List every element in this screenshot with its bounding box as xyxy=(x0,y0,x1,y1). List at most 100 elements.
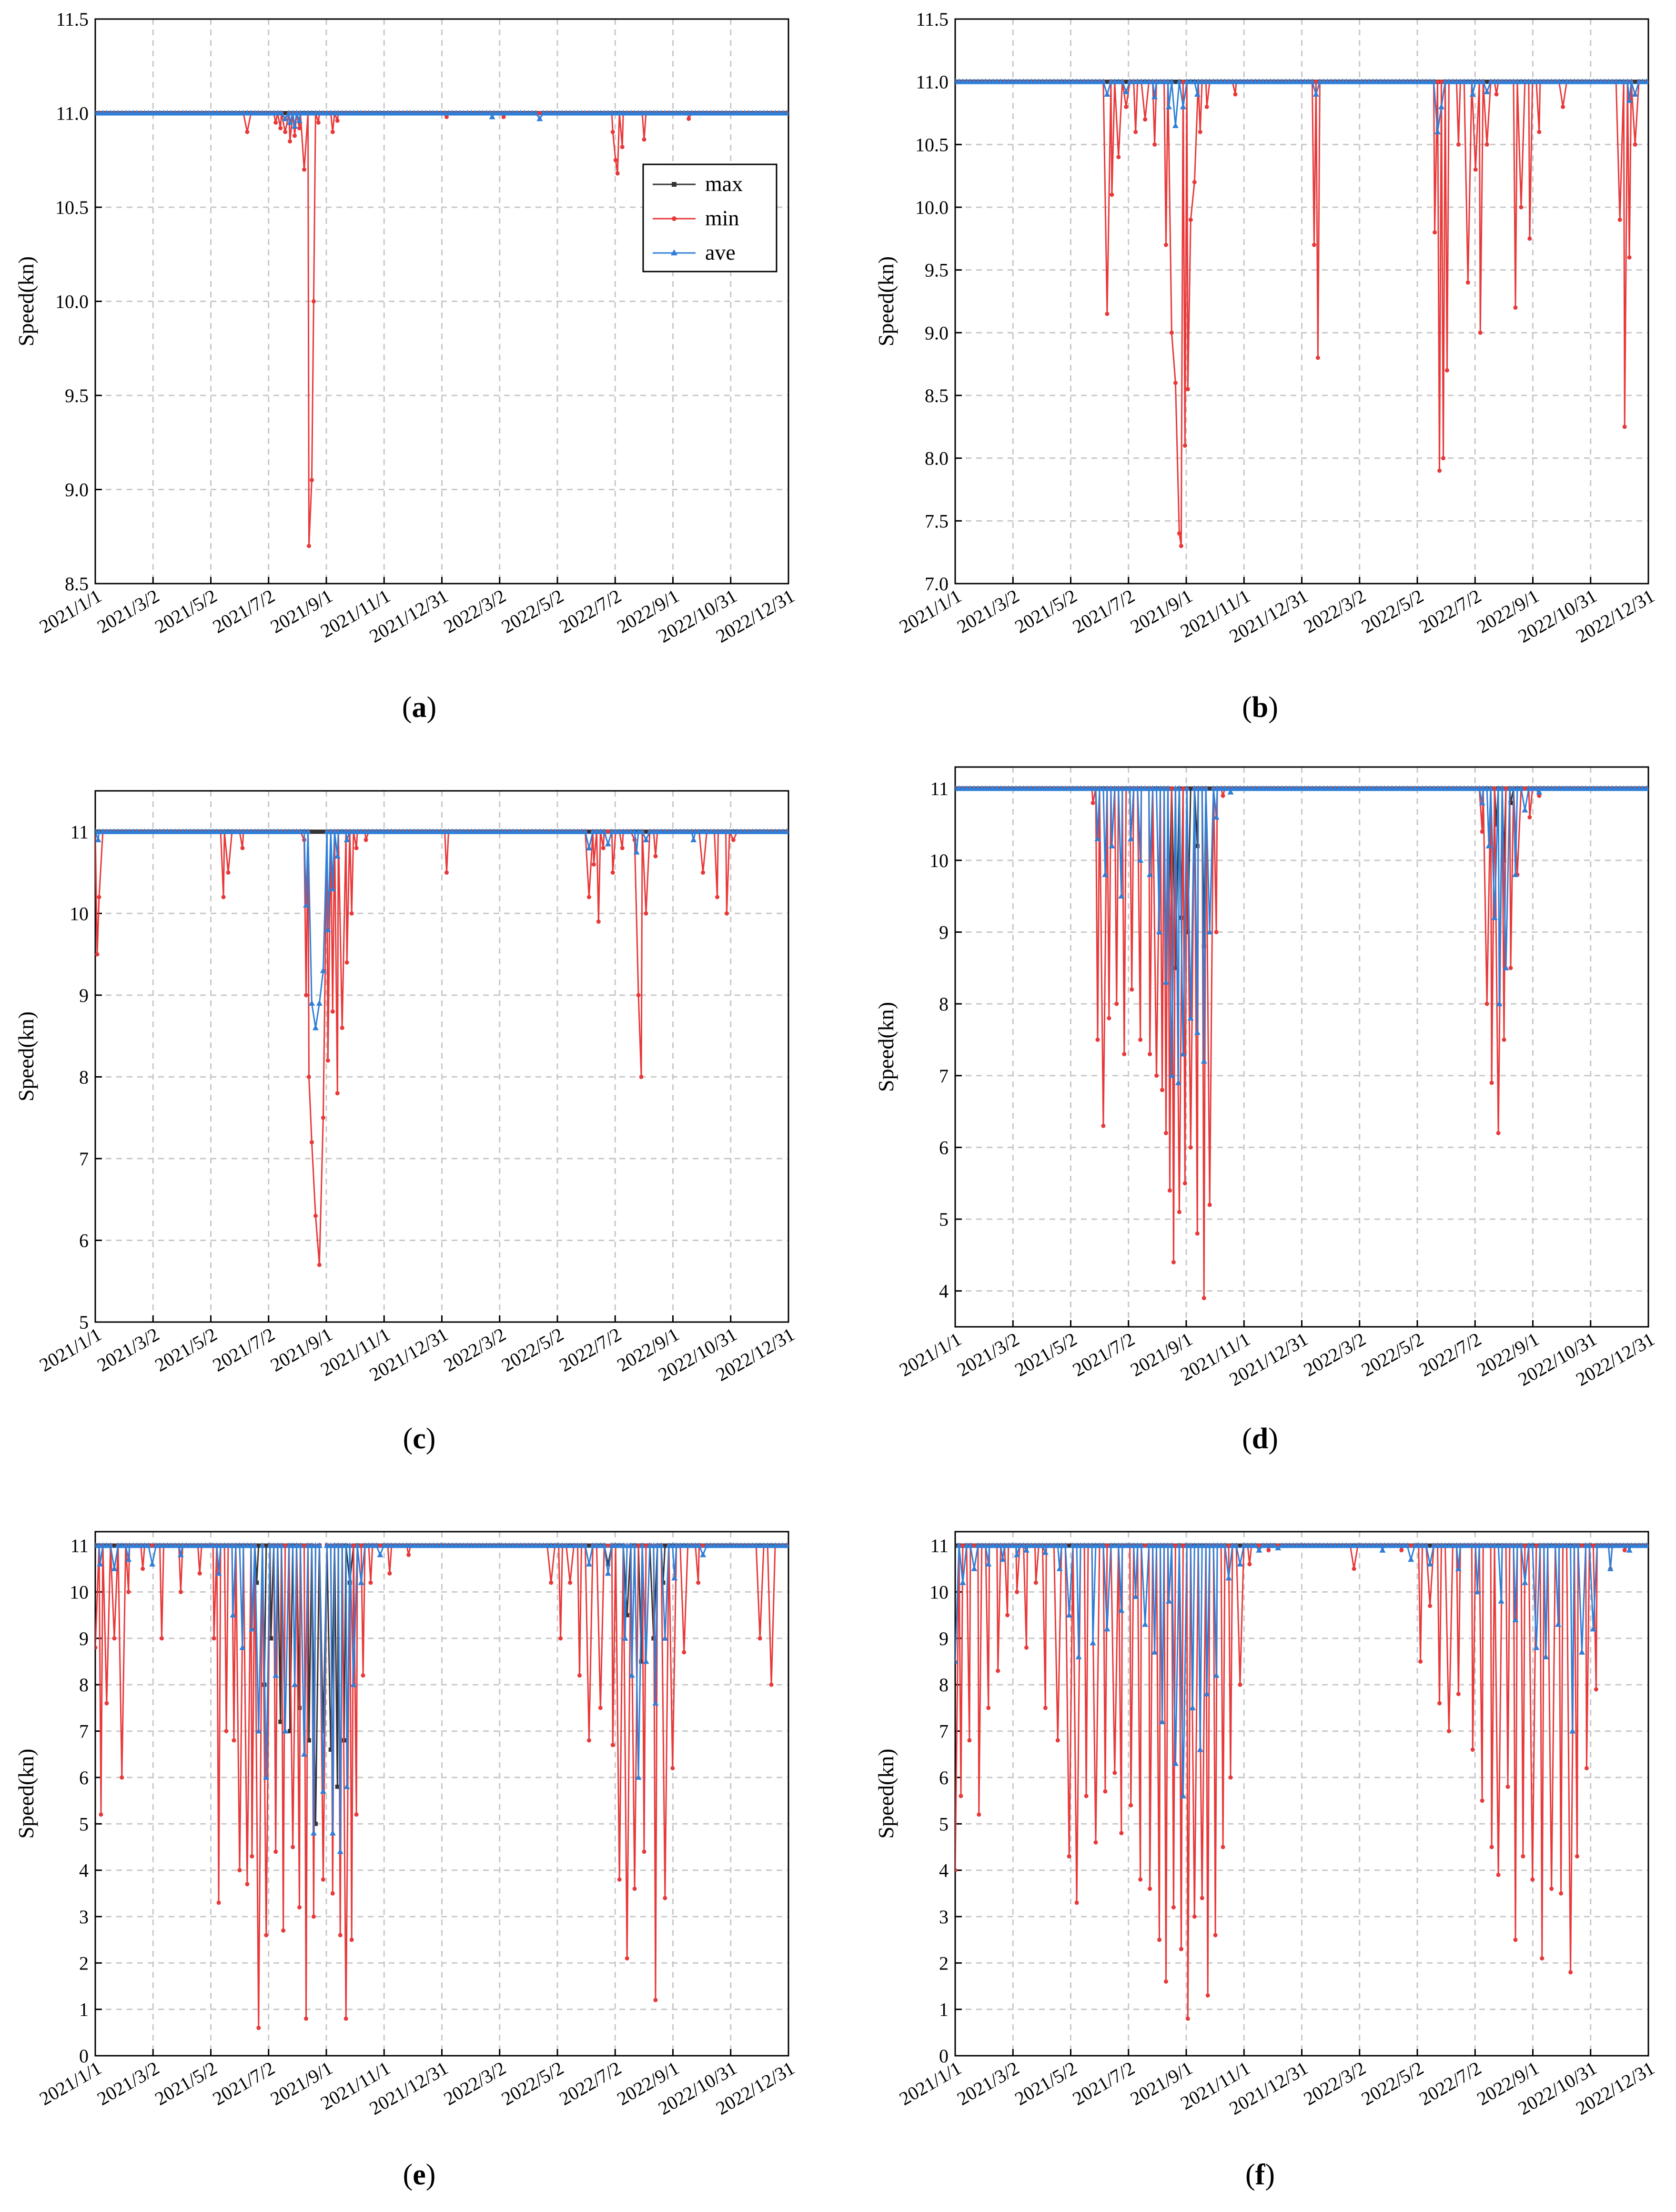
y-tick-label: 7.0 xyxy=(925,573,949,595)
legend-label-min: min xyxy=(705,206,739,230)
y-tick-label: 9.0 xyxy=(65,479,89,501)
marker-max xyxy=(321,829,325,834)
marker-ave xyxy=(1128,835,1134,841)
marker-min xyxy=(558,1636,563,1641)
marker-ave xyxy=(1104,91,1111,97)
marker-min xyxy=(1090,800,1095,805)
marker-min xyxy=(1540,1956,1545,1961)
marker-min xyxy=(1177,1210,1181,1214)
marker-ave xyxy=(177,1551,184,1557)
marker-ave xyxy=(1119,78,1126,84)
marker-ave xyxy=(631,1542,638,1548)
marker-min xyxy=(625,1956,629,1961)
marker-min xyxy=(1480,1798,1484,1803)
series-min-markers xyxy=(95,1543,788,2030)
series-max-markers xyxy=(955,786,1648,970)
series-min-line xyxy=(95,831,787,1265)
marker-min xyxy=(291,1845,295,1849)
marker-min xyxy=(237,1868,242,1873)
marker-ave xyxy=(324,926,331,932)
x-tick-label: 2021/3/2 xyxy=(953,1328,1023,1381)
marker-min xyxy=(1195,1231,1200,1236)
marker-min xyxy=(325,1058,330,1063)
marker-min xyxy=(349,911,354,916)
x-tick-label: 2021/1/1 xyxy=(896,1328,965,1381)
marker-min xyxy=(1124,104,1129,109)
y-tick-label: 4 xyxy=(79,1860,89,1881)
marker-min xyxy=(1171,1260,1176,1264)
marker-ave xyxy=(1233,1542,1240,1548)
y-tick-label: 8.5 xyxy=(65,573,89,595)
marker-min xyxy=(549,1580,554,1585)
y-tick-label: 11 xyxy=(930,1535,949,1556)
marker-max xyxy=(625,1613,629,1617)
y-tick-label: 10 xyxy=(70,1582,89,1603)
marker-ave xyxy=(1512,1616,1519,1622)
marker-min xyxy=(1107,1016,1111,1020)
marker-min xyxy=(724,911,729,916)
marker-ave xyxy=(536,115,543,121)
x-tick-label: 2021/1/1 xyxy=(36,2057,105,2110)
marker-max xyxy=(264,1543,269,1548)
panel-label: (c) xyxy=(403,1423,436,1455)
marker-ave xyxy=(1555,1621,1562,1627)
marker-ave xyxy=(1487,785,1494,791)
chart-panel-e: 012345678910112021/1/12021/3/22021/5/220… xyxy=(14,1531,798,2191)
marker-ave xyxy=(215,1570,222,1576)
marker-ave xyxy=(1222,1542,1228,1548)
plot-frame xyxy=(954,18,1649,585)
marker-ave xyxy=(1480,78,1486,84)
marker-ave xyxy=(316,1542,323,1548)
marker-ave xyxy=(1569,1727,1576,1734)
y-tick-label: 8 xyxy=(939,1674,949,1696)
marker-min xyxy=(586,895,591,899)
marker-ave xyxy=(1485,842,1492,848)
marker-ave xyxy=(1066,1612,1072,1618)
x-tick-label: 2021/5/2 xyxy=(1011,1328,1080,1381)
marker-min xyxy=(302,1543,306,1548)
marker-min xyxy=(273,120,278,125)
x-tick-label: 2022/5/2 xyxy=(1358,1328,1427,1381)
marker-ave xyxy=(1168,1542,1175,1548)
plot-area xyxy=(95,828,788,1267)
marker-min xyxy=(615,171,620,176)
marker-min xyxy=(1502,1037,1506,1042)
x-tick-label: 2022/3/2 xyxy=(440,585,510,637)
marker-min xyxy=(1221,793,1225,798)
marker-min xyxy=(613,158,618,162)
marker-ave xyxy=(1172,122,1179,128)
marker-min xyxy=(1519,205,1524,210)
marker-ave xyxy=(95,1542,99,1548)
y-tick-label: 7.5 xyxy=(925,510,949,532)
chart-panel-f: 012345678910112021/1/12021/3/22021/5/220… xyxy=(874,1531,1658,2191)
plot-frame xyxy=(954,1531,1649,2057)
marker-min xyxy=(1148,1887,1152,1891)
marker-ave xyxy=(662,1635,668,1641)
y-tick-label: 5 xyxy=(79,1813,89,1835)
marker-min xyxy=(1505,1784,1510,1789)
y-tick-label: 11.5 xyxy=(56,9,89,30)
marker-ave xyxy=(1142,1621,1149,1627)
marker-min xyxy=(335,118,340,123)
marker-max xyxy=(288,1729,293,1734)
marker-ave xyxy=(671,1575,678,1581)
marker-min xyxy=(112,1636,117,1641)
marker-ave xyxy=(582,828,588,834)
marker-min xyxy=(1537,793,1542,798)
y-tick-label: 7 xyxy=(939,1065,949,1087)
marker-min xyxy=(120,1775,124,1780)
marker-min xyxy=(1207,1202,1212,1207)
x-tick-label: 2022/5/2 xyxy=(498,1323,567,1376)
marker-max xyxy=(112,1543,117,1548)
marker-ave xyxy=(582,1542,588,1548)
chart-panel-c: 5 6 7 8 9 10 11 2021/1/12021/3/22021/5/22021/7/… xyxy=(14,790,798,1455)
marker-min xyxy=(1591,1543,1595,1548)
marker-min xyxy=(321,1115,325,1120)
series-ave-markers xyxy=(955,78,1648,134)
x-tick-label: 2022/7/2 xyxy=(1415,2057,1485,2110)
marker-ave xyxy=(1118,893,1125,899)
marker-min xyxy=(1169,330,1174,335)
marker-min xyxy=(1527,236,1532,241)
marker-min xyxy=(977,1812,981,1817)
x-tick-label: 2021/7/2 xyxy=(1069,1328,1139,1381)
